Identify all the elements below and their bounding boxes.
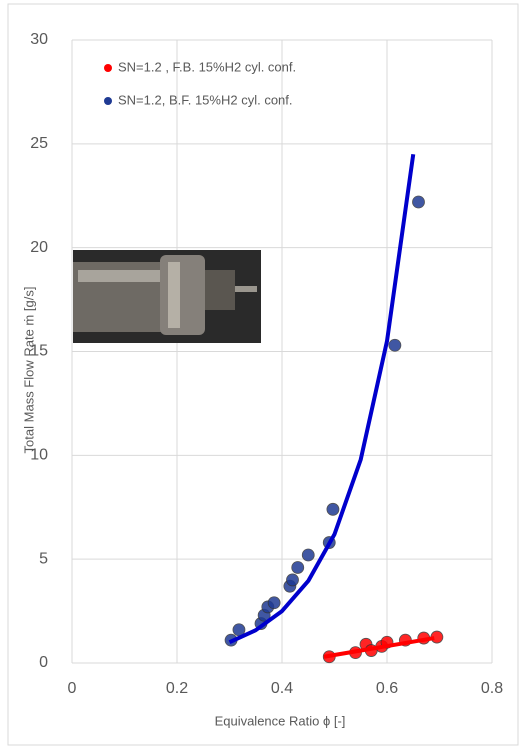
point	[412, 195, 425, 209]
point	[291, 561, 305, 574]
legend-label: SN=1.2, B.F. 15%H2 cyl. conf.	[118, 92, 293, 107]
legend-marker	[104, 97, 112, 105]
point	[286, 573, 299, 587]
y-axis-label: Total Mass Flow Rate ṁ [g/s]	[21, 287, 36, 454]
y-tick-label: 25	[30, 135, 48, 152]
x-tick-label: 0.8	[481, 680, 503, 697]
x-axis-label: Equivalence Ratio ϕ [-]	[215, 713, 346, 728]
y-tick-label: 0	[39, 654, 48, 671]
y-tick-label: 5	[39, 550, 48, 567]
point	[301, 548, 315, 562]
point	[267, 596, 281, 610]
y-tick-label: 10	[30, 447, 48, 464]
point	[326, 502, 340, 516]
point	[388, 338, 402, 352]
x-tick-label: 0	[68, 680, 77, 697]
y-tick-label: 15	[30, 343, 48, 360]
y-tick-label: 20	[30, 239, 48, 256]
x-tick-label: 0.2	[166, 680, 188, 697]
legend-label: SN=1.2 , F.B. 15%H2 cyl. conf.	[118, 59, 296, 74]
legend-marker	[104, 64, 112, 72]
x-tick-label: 0.6	[376, 680, 398, 697]
y-tick-label: 30	[30, 31, 48, 48]
grid	[71, 39, 493, 664]
inset-photo	[73, 250, 261, 343]
trendline	[323, 636, 435, 659]
x-tick-label: 0.4	[271, 680, 293, 697]
trendline	[228, 153, 416, 645]
